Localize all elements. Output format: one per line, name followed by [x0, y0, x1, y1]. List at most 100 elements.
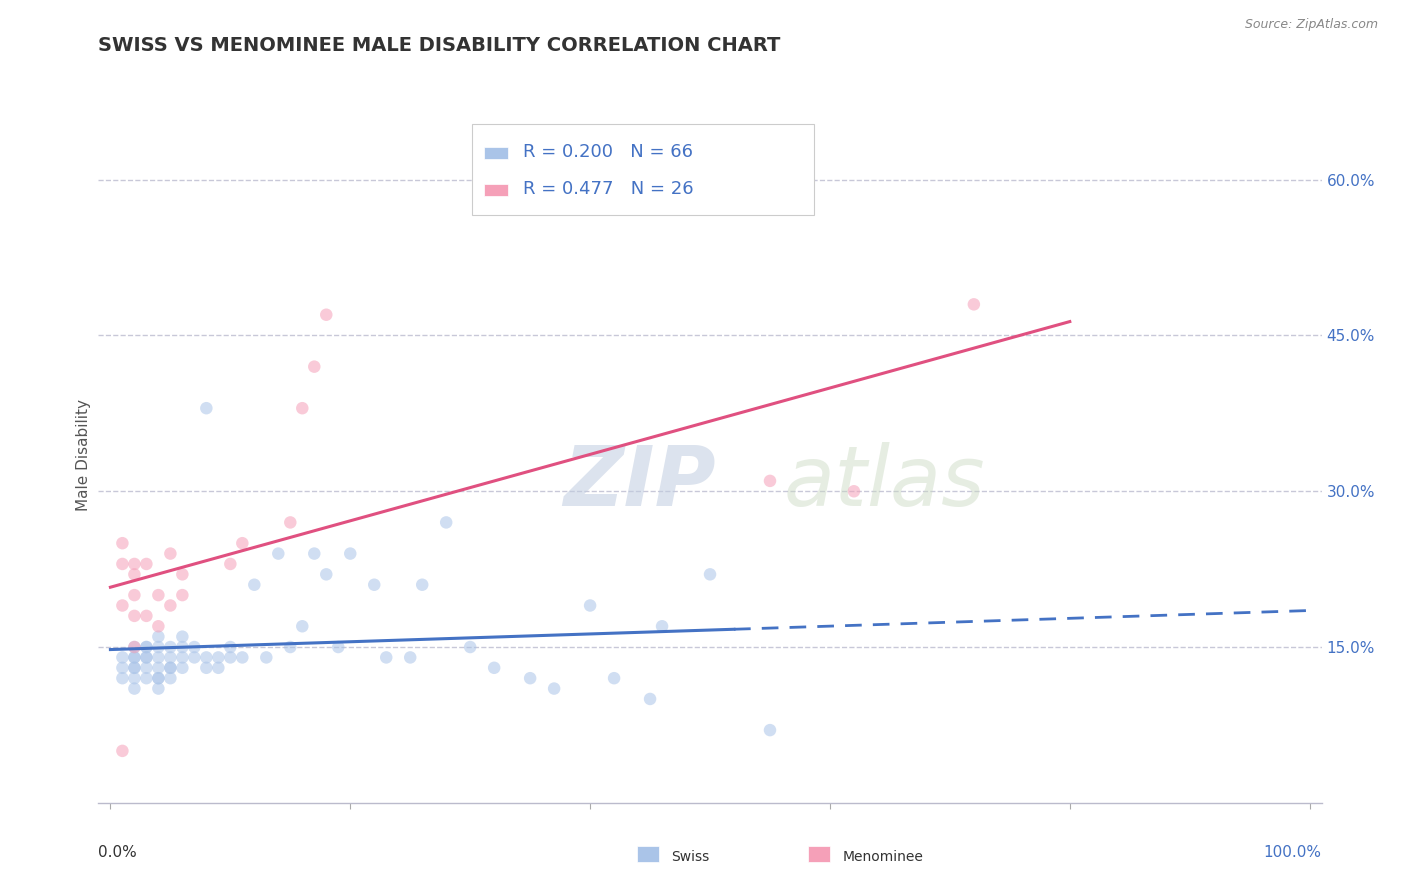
Point	[172, 650, 194, 665]
Text: ZIP: ZIP	[564, 442, 716, 524]
Point	[148, 588, 170, 602]
Point	[124, 608, 146, 623]
Point	[304, 547, 326, 561]
Point	[278, 640, 301, 654]
Point	[124, 681, 146, 696]
Text: atlas: atlas	[783, 442, 986, 524]
Point	[195, 650, 218, 665]
Point	[159, 599, 181, 613]
Text: 0.0%: 0.0%	[98, 845, 138, 860]
Point	[172, 567, 194, 582]
Point	[243, 578, 266, 592]
Point	[124, 557, 146, 571]
Point	[172, 661, 194, 675]
Point	[111, 744, 134, 758]
Text: R = 0.477   N = 26: R = 0.477 N = 26	[523, 180, 693, 198]
Point	[195, 661, 218, 675]
FancyBboxPatch shape	[471, 124, 814, 215]
Point	[375, 650, 398, 665]
Point	[159, 640, 181, 654]
Point	[148, 681, 170, 696]
Point	[159, 661, 181, 675]
Point	[135, 650, 157, 665]
Point	[124, 640, 146, 654]
Point	[159, 547, 181, 561]
Point	[111, 671, 134, 685]
Point	[111, 536, 134, 550]
Point	[328, 640, 350, 654]
Point	[148, 650, 170, 665]
Point	[135, 661, 157, 675]
Point	[148, 661, 170, 675]
Point	[172, 630, 194, 644]
Bar	[808, 846, 830, 862]
Point	[231, 650, 253, 665]
Point	[759, 474, 782, 488]
Point	[135, 557, 157, 571]
Point	[111, 650, 134, 665]
Point	[172, 588, 194, 602]
Point	[411, 578, 433, 592]
Point	[124, 661, 146, 675]
Point	[135, 608, 157, 623]
Point	[111, 661, 134, 675]
Point	[124, 650, 146, 665]
Point	[124, 661, 146, 675]
Point	[291, 619, 314, 633]
Text: Source: ZipAtlas.com: Source: ZipAtlas.com	[1244, 18, 1378, 31]
Point	[183, 640, 205, 654]
Point	[219, 557, 242, 571]
Point	[111, 599, 134, 613]
Point	[543, 681, 565, 696]
Point	[963, 297, 986, 311]
Point	[135, 640, 157, 654]
Point	[159, 661, 181, 675]
Point	[172, 640, 194, 654]
Text: Swiss: Swiss	[671, 850, 709, 864]
Point	[458, 640, 481, 654]
Point	[267, 547, 290, 561]
Point	[434, 516, 457, 530]
Point	[231, 536, 253, 550]
Point	[124, 588, 146, 602]
Point	[111, 557, 134, 571]
Point	[759, 723, 782, 738]
Point	[148, 640, 170, 654]
Point	[135, 650, 157, 665]
Point	[519, 671, 541, 685]
Point	[148, 671, 170, 685]
Point	[135, 671, 157, 685]
Point	[159, 671, 181, 685]
Point	[124, 567, 146, 582]
Point	[159, 650, 181, 665]
Text: Menominee: Menominee	[842, 850, 922, 864]
Point	[219, 650, 242, 665]
Bar	[484, 185, 508, 196]
Point	[842, 484, 865, 499]
Point	[315, 567, 337, 582]
Point	[482, 661, 505, 675]
Point	[124, 640, 146, 654]
Point	[278, 516, 301, 530]
Point	[148, 671, 170, 685]
Point	[603, 671, 626, 685]
Point	[219, 640, 242, 654]
Point	[579, 599, 602, 613]
Point	[638, 692, 661, 706]
Point	[207, 650, 229, 665]
Point	[363, 578, 385, 592]
Point	[183, 650, 205, 665]
Point	[124, 650, 146, 665]
Y-axis label: Male Disability: Male Disability	[76, 399, 91, 511]
Point	[207, 661, 229, 675]
Point	[315, 308, 337, 322]
Point	[148, 619, 170, 633]
Point	[148, 630, 170, 644]
Point	[135, 640, 157, 654]
Bar	[637, 846, 658, 862]
Point	[124, 671, 146, 685]
Point	[339, 547, 361, 561]
Point	[195, 401, 218, 416]
Text: 100.0%: 100.0%	[1264, 845, 1322, 860]
Bar	[484, 147, 508, 159]
